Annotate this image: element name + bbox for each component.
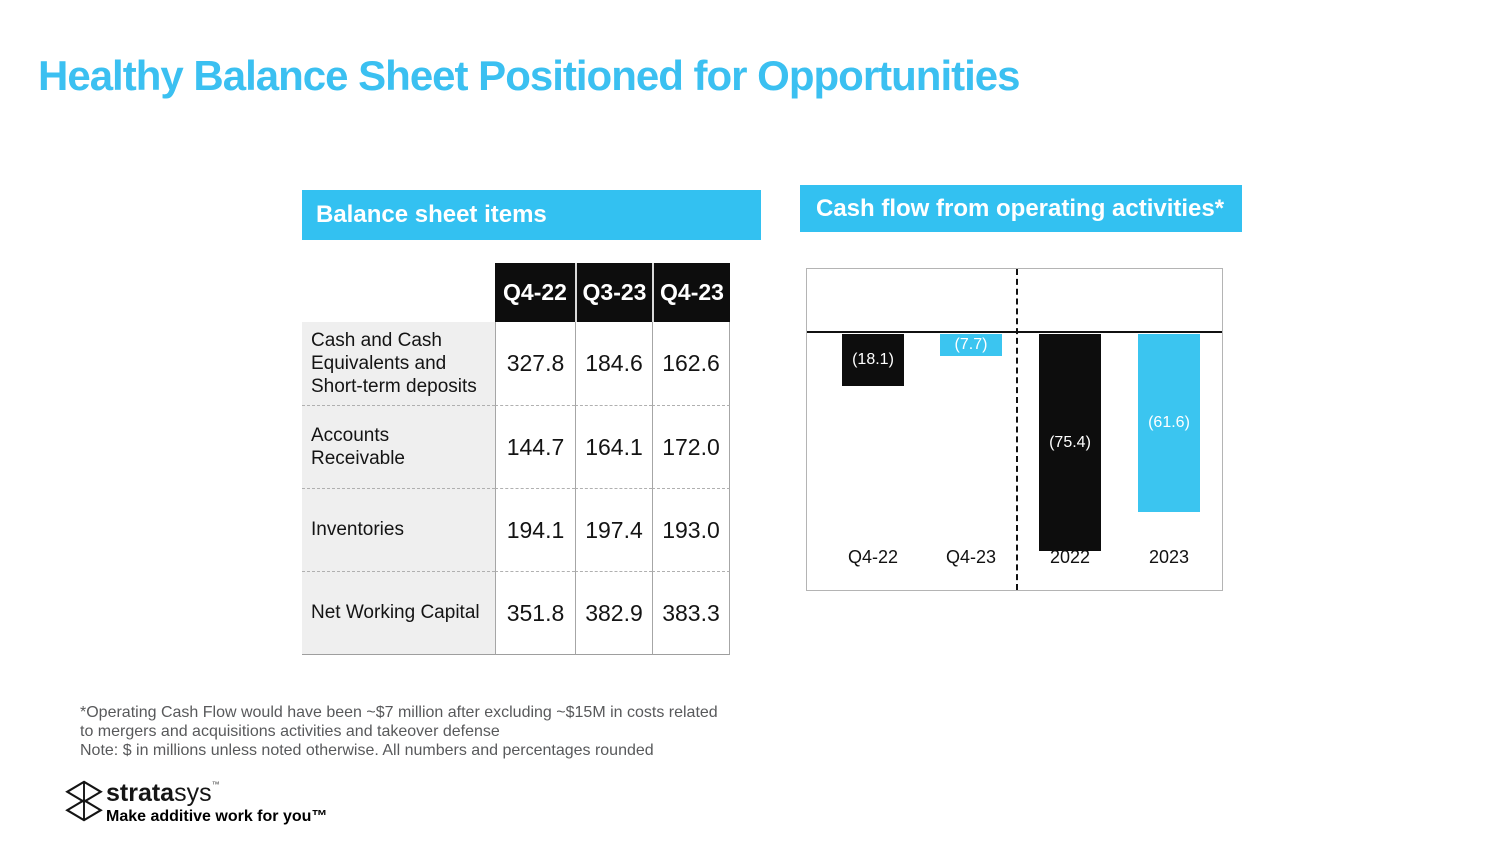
footnote-line-1: *Operating Cash Flow would have been ~$7… bbox=[80, 704, 718, 721]
table-cell: 162.6 bbox=[652, 322, 730, 405]
column-header-q4-22: Q4-22 bbox=[495, 263, 575, 322]
footnote-line-2: to mergers and acquisitions activities a… bbox=[80, 723, 500, 740]
stratasys-wordmark: stratasys™ bbox=[106, 779, 220, 808]
table-cell: 144.7 bbox=[495, 405, 575, 488]
table-cell: 164.1 bbox=[575, 405, 652, 488]
page-title: Healthy Balance Sheet Positioned for Opp… bbox=[38, 52, 1021, 99]
table-cell: 351.8 bbox=[495, 571, 575, 655]
trademark-symbol: ™ bbox=[211, 780, 220, 789]
column-header-q4-23: Q4-23 bbox=[652, 263, 730, 322]
cash-flow-section-header: Cash flow from operating activities* bbox=[800, 185, 1242, 232]
logo-tagline: Make additive work for you™ bbox=[106, 808, 328, 825]
table-cell: 383.3 bbox=[652, 571, 730, 655]
quarter-year-divider-dashed-line bbox=[1016, 269, 1018, 590]
table-corner-cell bbox=[302, 263, 495, 322]
table-cell: 184.6 bbox=[575, 322, 652, 405]
cash-flow-bar-2023: (61.6) bbox=[1138, 334, 1200, 512]
column-header-q3-23: Q3-23 bbox=[575, 263, 652, 322]
row-label-accounts-receivable: Accounts Receivable bbox=[302, 405, 495, 488]
zero-axis-line bbox=[807, 331, 1222, 333]
balance-sheet-table: Q4-22 Q3-23 Q4-23 Cash and Cash Equivale… bbox=[302, 263, 730, 655]
table-cell: 382.9 bbox=[575, 571, 652, 655]
x-axis-label-q4-22: Q4-22 bbox=[847, 547, 899, 567]
row-label-inventories: Inventories bbox=[302, 488, 495, 571]
bar-value-label: (75.4) bbox=[1049, 433, 1091, 451]
balance-sheet-section-header: Balance sheet items bbox=[302, 190, 761, 240]
table-cell: 327.8 bbox=[495, 322, 575, 405]
bar-value-label: (61.6) bbox=[1148, 414, 1190, 431]
row-label-cash-equivalents: Cash and Cash Equivalents and Short-term… bbox=[302, 322, 495, 405]
cash-flow-header-label: Cash flow from operating activities* bbox=[816, 194, 1225, 222]
table-cell: 197.4 bbox=[575, 488, 652, 571]
table-cell: 194.1 bbox=[495, 488, 575, 571]
cash-flow-bar-q4-22: (18.1) bbox=[842, 334, 904, 386]
bar-value-label: (7.7) bbox=[954, 336, 988, 353]
bar-value-label: (18.1) bbox=[852, 351, 894, 368]
row-label-net-working-capital: Net Working Capital bbox=[302, 571, 495, 655]
x-axis-label-2022: 2022 bbox=[1049, 547, 1091, 567]
balance-sheet-header-label: Balance sheet items bbox=[316, 201, 547, 228]
stratasys-logo-icon bbox=[65, 780, 103, 822]
table-cell: 193.0 bbox=[652, 488, 730, 571]
cash-flow-chart: (18.1) (7.7) (75.4) (61.6) Q4-22 Q4-23 2… bbox=[806, 268, 1223, 591]
x-axis-label-q4-23: Q4-23 bbox=[945, 547, 997, 567]
cash-flow-bar-2022: (75.4) bbox=[1039, 334, 1101, 551]
footnote: *Operating Cash Flow would have been ~$7… bbox=[80, 703, 718, 760]
wordmark-bold-part: strata bbox=[106, 779, 175, 807]
footnote-line-3: Note: $ in millions unless noted otherwi… bbox=[80, 742, 654, 759]
table-cell: 172.0 bbox=[652, 405, 730, 488]
cash-flow-bar-q4-23: (7.7) bbox=[940, 334, 1002, 356]
stratasys-logo: stratasys™ Make additive work for you™ bbox=[64, 779, 384, 835]
x-axis-label-2023: 2023 bbox=[1148, 547, 1190, 567]
wordmark-light-part: sys bbox=[174, 779, 212, 807]
